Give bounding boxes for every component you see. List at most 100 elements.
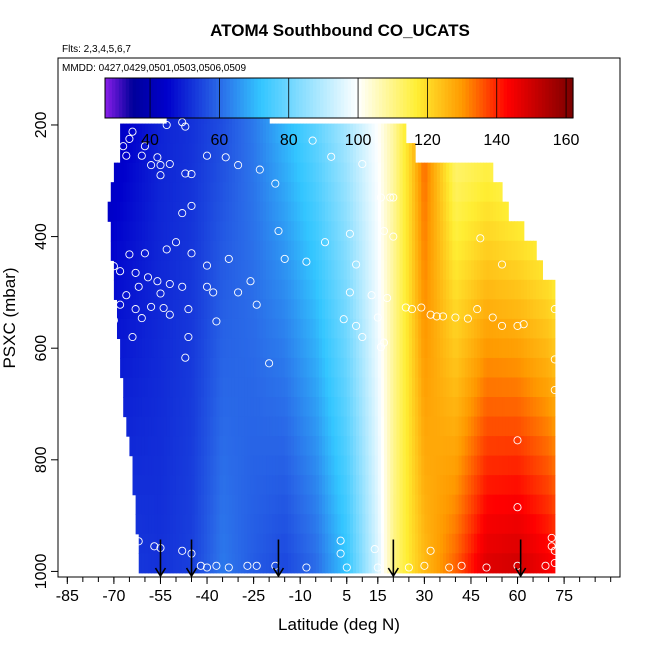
heatmap-cell [480, 201, 484, 222]
heatmap-cell [446, 514, 450, 535]
heatmap-cell [529, 416, 534, 437]
heatmap-cell [464, 221, 469, 242]
heatmap-cell [169, 299, 174, 320]
heatmap-cell [154, 377, 158, 398]
heatmap-cell [269, 182, 273, 203]
heatmap-cell [399, 553, 404, 574]
heatmap-cell [234, 455, 239, 476]
heatmap-cell [446, 357, 450, 379]
heatmap-cell [290, 123, 295, 144]
heatmap-cell [175, 494, 180, 515]
heatmap-cell [446, 240, 450, 261]
heatmap-cell [275, 201, 280, 222]
heatmap-cell [188, 436, 193, 457]
heatmap-cell [498, 299, 503, 320]
heatmap-cell [415, 318, 419, 340]
heatmap-cell [408, 162, 413, 183]
heatmap-cell [520, 279, 525, 300]
heatmap-cell [477, 455, 481, 476]
heatmap-cell [281, 221, 286, 242]
heatmap-cell [247, 397, 252, 418]
heatmap-cell [185, 514, 189, 535]
heatmap-cell [135, 377, 140, 398]
heatmap-cell [415, 260, 419, 281]
heatmap-cell [259, 397, 264, 418]
heatmap-cell [343, 221, 348, 242]
heatmap-cell [548, 299, 553, 320]
heatmap-cell [172, 416, 177, 437]
heatmap-cell [377, 494, 382, 515]
heatmap-cell [539, 533, 543, 554]
heatmap-cell [191, 279, 196, 300]
heatmap-cell [303, 240, 307, 261]
heatmap-cell [433, 416, 438, 437]
heatmap-cell [266, 533, 270, 554]
heatmap-cell [461, 162, 466, 183]
heatmap-cell [430, 299, 435, 320]
heatmap-cell [498, 338, 503, 359]
heatmap-cell [256, 377, 261, 398]
heatmap-cell [210, 299, 214, 320]
heatmap-cell [225, 455, 230, 476]
observation-point [221, 153, 230, 162]
heatmap-cell [393, 436, 398, 457]
heatmap-cell [390, 299, 394, 320]
heatmap-cell [402, 377, 407, 398]
heatmap-cell [517, 475, 522, 496]
heatmap-cell [526, 397, 531, 418]
heatmap-cell [390, 201, 394, 222]
heatmap-cell [262, 318, 267, 340]
heatmap-cell [368, 201, 373, 222]
heatmap-cell [219, 514, 224, 535]
heatmap-cell [470, 279, 475, 300]
heatmap-cell [393, 318, 398, 340]
heatmap-cell [489, 338, 494, 359]
heatmap-cell [135, 201, 140, 222]
heatmap-cell [287, 182, 292, 203]
heatmap-cell [483, 553, 488, 574]
heatmap-cell [262, 377, 267, 398]
heatmap-cell [185, 240, 189, 261]
heatmap-cell [511, 455, 516, 476]
observation-point [137, 151, 146, 160]
heatmap-cell [356, 553, 360, 574]
heatmap-cell [144, 318, 149, 340]
heatmap-cell [514, 221, 519, 242]
x-tick-label: -70 [102, 588, 125, 605]
colorbar-segment [510, 78, 515, 118]
heatmap-cell [421, 338, 425, 359]
heatmap-cell [228, 260, 233, 281]
heatmap-cell [188, 143, 193, 164]
y-tick-label: 1000 [33, 554, 50, 590]
heatmap-cell [175, 143, 180, 164]
heatmap-cell [272, 397, 276, 418]
heatmap-cell [203, 416, 208, 437]
heatmap-cell [362, 123, 366, 144]
heatmap-cell [262, 514, 267, 535]
heatmap-cell [439, 533, 444, 554]
heatmap-cell [272, 299, 276, 320]
heatmap-cell [328, 260, 332, 281]
heatmap-cell [467, 240, 472, 261]
heatmap-cell [126, 299, 131, 320]
heatmap-cell [293, 162, 298, 183]
heatmap-cell [300, 143, 304, 164]
heatmap-cell [449, 514, 453, 535]
heatmap-cell [197, 455, 202, 476]
observation-point [134, 282, 143, 291]
heatmap-cell [458, 201, 463, 222]
heatmap-cell [262, 240, 267, 261]
heatmap-cell [225, 357, 230, 379]
heatmap-cell [275, 318, 280, 340]
heatmap-cell [390, 260, 394, 281]
heatmap-cell [489, 436, 494, 457]
heatmap-cell [172, 475, 177, 496]
heatmap-cell [380, 377, 385, 398]
heatmap-cell [334, 240, 339, 261]
heatmap-cell [315, 357, 320, 379]
heatmap-cell [402, 221, 407, 242]
heatmap-cell [331, 299, 335, 320]
colorbar-segment [323, 78, 328, 118]
heatmap-cell [356, 397, 360, 418]
heatmap-cell [411, 318, 416, 340]
